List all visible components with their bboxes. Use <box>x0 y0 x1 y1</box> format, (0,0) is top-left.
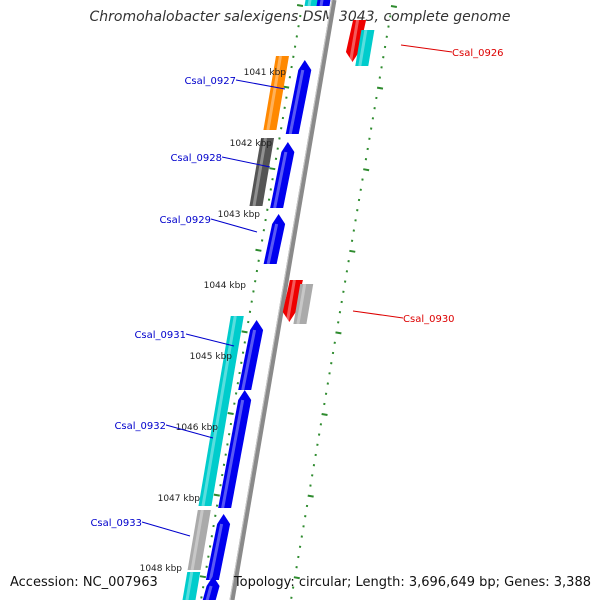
gene-label-csal_0926[interactable]: Csal_0926 <box>452 48 504 59</box>
ticks-left <box>199 3 304 599</box>
tick-mark <box>321 413 328 417</box>
tick-mark <box>269 167 276 171</box>
ticks-right <box>290 5 398 599</box>
gene-Csal_0932-shine <box>221 399 245 509</box>
gene-fwd-1-shine <box>288 69 305 135</box>
label-leader-line <box>185 333 235 347</box>
gene-cyan-2-shine <box>185 571 194 600</box>
gene-fwd-4[interactable] <box>205 514 231 580</box>
genome-backbone <box>229 0 337 600</box>
gene-Csal_0930[interactable] <box>282 280 303 322</box>
gene-fwd-1[interactable] <box>285 60 312 134</box>
tick-mark <box>199 575 207 579</box>
gene-Csal_0932[interactable] <box>218 390 252 508</box>
gene-Csal_0930-shine <box>285 279 296 323</box>
gene-features <box>182 0 375 600</box>
gene-Csal_0929[interactable] <box>263 214 286 264</box>
tick-mark <box>349 249 356 253</box>
tick-mark <box>227 411 234 415</box>
gene-fwd-2-shine <box>273 151 288 209</box>
gene-Csal_0926a-shine <box>307 0 312 7</box>
gene-fwd-5-shine <box>205 585 213 600</box>
kbp-label: 1045 kbp <box>190 352 233 362</box>
kbp-label: 1041 kbp <box>244 68 287 78</box>
gene-fwd-2[interactable] <box>270 142 295 208</box>
gene-Csal_0928-shine <box>252 137 268 207</box>
tick-mark <box>213 493 220 497</box>
label-leader-line <box>210 218 258 233</box>
gene-fwd-3-shine <box>241 329 257 391</box>
accession-text: Accession: NC_007963 <box>10 575 158 590</box>
gene-cyan-1[interactable] <box>355 30 375 66</box>
tick-mark <box>241 330 248 334</box>
tick-mark <box>363 168 370 172</box>
kbp-label: 1046 kbp <box>176 423 219 433</box>
label-leader-line <box>141 521 191 537</box>
gene-Csal_0929-shine <box>266 223 279 265</box>
tick-mark <box>255 248 262 252</box>
kbp-label: 1043 kbp <box>218 210 261 220</box>
label-leader-line <box>235 79 286 90</box>
gene-Csal_0926-shine <box>348 19 360 63</box>
gene-fwd-3[interactable] <box>238 320 264 390</box>
gene-Csal_0926[interactable] <box>345 20 367 62</box>
tick-mark <box>307 494 314 498</box>
gene-Csal_0927[interactable] <box>263 56 289 130</box>
kbp-label: 1042 kbp <box>230 139 273 149</box>
gene-Csal_0927-shine <box>266 55 282 131</box>
gene-Csal_0926b[interactable] <box>316 0 331 6</box>
kbp-label: 1047 kbp <box>158 494 201 504</box>
kbp-labels: 1041 kbp 1042 kbp 1043 kbp 1044 kbp 1045 kbp… <box>140 68 287 574</box>
kbp-label: 1044 kbp <box>204 281 247 291</box>
gene-label-csal_0933[interactable]: Csal_0933 <box>90 518 142 529</box>
gene-Csal_0931[interactable] <box>198 316 244 506</box>
tick-mark <box>376 86 384 90</box>
label-leader-line <box>352 310 404 319</box>
gene-fwd-4-shine <box>208 523 224 581</box>
label-leader-line <box>165 424 214 439</box>
tick-mark <box>390 5 398 9</box>
gene-Csal_0928[interactable] <box>249 138 275 206</box>
gene-Csal_0926b-shine <box>319 0 324 7</box>
gene-cyan-2[interactable] <box>182 572 201 600</box>
gene-label-csal_0929[interactable]: Csal_0929 <box>159 215 211 226</box>
topology-text: Topology: circular; Length: 3,696,649 bp… <box>233 575 591 590</box>
gene-Csal_0926a[interactable] <box>304 0 319 6</box>
label-leader-line <box>400 44 453 53</box>
gene-label-csal_0927[interactable]: Csal_0927 <box>184 76 236 87</box>
gene-Csal_0933-shine <box>190 509 204 571</box>
gene-label-csal_0928[interactable]: Csal_0928 <box>170 153 222 164</box>
label-leader-line <box>221 156 271 168</box>
tick-mark <box>335 331 342 335</box>
tick-mark <box>296 3 304 7</box>
gene-cyan-1-shine <box>358 29 368 67</box>
gene-Csal_0931-shine <box>201 315 237 507</box>
tick-mark <box>293 576 300 580</box>
map-title: Chromohalobacter salexigens DSM 3043, co… <box>89 9 511 25</box>
gene-label-csal_0930[interactable]: Csal_0930 <box>403 314 455 325</box>
gene-Csal_0933[interactable] <box>187 510 211 570</box>
tick-mark <box>283 85 290 89</box>
kbp-label: 1048 kbp <box>140 564 183 574</box>
gene-gray-1-shine <box>296 283 307 325</box>
gene-label-csal_0931[interactable]: Csal_0931 <box>134 330 186 341</box>
gene-fwd-5[interactable] <box>202 576 220 600</box>
gene-gray-1[interactable] <box>293 284 314 324</box>
gene-label-csal_0932[interactable]: Csal_0932 <box>114 421 166 432</box>
gene-labels: Csal_0926 Csal_0927 Csal_0928 Csal_0929 Csal… <box>90 44 504 537</box>
backbone-highlight <box>229 0 333 600</box>
